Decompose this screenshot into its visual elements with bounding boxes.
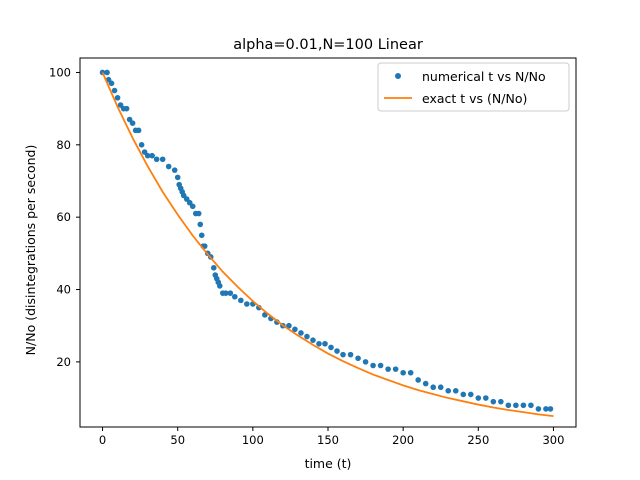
chart-title: alpha=0.01,N=100 Linear bbox=[233, 37, 423, 53]
data-point-numerical bbox=[322, 340, 328, 347]
data-point-numerical bbox=[334, 348, 340, 354]
legend-box bbox=[377, 62, 570, 112]
data-point-numerical bbox=[114, 94, 121, 101]
x-tick-label: 0 bbox=[99, 433, 106, 447]
data-point-numerical bbox=[498, 398, 504, 405]
data-point-numerical bbox=[198, 232, 205, 239]
data-point-numerical bbox=[153, 156, 160, 163]
data-point-numerical bbox=[129, 120, 136, 126]
data-point-numerical bbox=[111, 87, 118, 94]
x-tick-label: 200 bbox=[392, 433, 414, 447]
data-point-numerical bbox=[513, 402, 519, 409]
x-tick-label: 300 bbox=[542, 433, 564, 447]
data-point-numerical bbox=[135, 127, 142, 134]
data-point-numerical bbox=[298, 330, 304, 336]
data-point-numerical bbox=[483, 395, 489, 401]
data-point-numerical bbox=[467, 391, 474, 398]
x-tick-label: 100 bbox=[242, 433, 264, 447]
data-point-numerical bbox=[385, 366, 391, 372]
y-tick-label: 80 bbox=[56, 138, 71, 152]
data-point-numerical bbox=[520, 402, 527, 409]
data-point-numerical bbox=[310, 337, 316, 343]
data-point-numerical bbox=[505, 402, 512, 409]
data-point-numerical bbox=[210, 265, 217, 271]
data-point-numerical bbox=[415, 377, 421, 383]
y-tick-label: 40 bbox=[56, 283, 71, 297]
data-point-numerical bbox=[238, 297, 244, 304]
data-point-numerical bbox=[286, 322, 292, 329]
data-point-numerical bbox=[460, 391, 467, 398]
data-point-numerical bbox=[355, 355, 361, 362]
series-line-exact bbox=[101, 72, 554, 418]
legend: numerical t vs N/No exact t vs (N/No) bbox=[377, 62, 570, 112]
data-point-numerical bbox=[422, 380, 429, 387]
data-point-numerical bbox=[370, 362, 376, 369]
data-point-numerical bbox=[244, 301, 250, 307]
data-point-numerical bbox=[123, 105, 130, 112]
data-point-numerical bbox=[174, 174, 181, 181]
data-point-numerical bbox=[377, 362, 384, 369]
data-point-numerical bbox=[347, 351, 354, 358]
legend-label-exact: exact t vs (N/No) bbox=[422, 91, 527, 106]
data-point-numerical bbox=[407, 369, 414, 376]
data-point-numerical bbox=[475, 395, 482, 401]
data-point-numerical bbox=[400, 369, 406, 376]
data-point-numerical bbox=[437, 384, 444, 391]
data-point-numerical bbox=[159, 156, 166, 163]
data-point-numerical bbox=[490, 398, 497, 405]
data-point-numerical bbox=[197, 221, 204, 228]
data-point-numerical bbox=[232, 293, 238, 300]
data-point-numerical bbox=[304, 333, 310, 340]
data-point-numerical bbox=[452, 388, 459, 394]
data-point-numerical bbox=[138, 142, 145, 148]
legend-label-numerical: numerical t vs N/No bbox=[422, 69, 546, 84]
data-point-numerical bbox=[108, 80, 115, 87]
data-point-numerical bbox=[362, 359, 369, 365]
data-point-numerical bbox=[445, 388, 452, 394]
data-point-numerical bbox=[292, 326, 298, 333]
legend-marker-numerical bbox=[395, 73, 401, 79]
data-point-numerical bbox=[316, 340, 322, 347]
data-point-numerical bbox=[227, 290, 234, 296]
x-axis-ticks: 0 50 100 150 200 250 300 bbox=[99, 427, 564, 447]
y-axis-label: N/No (disintegrations per second) bbox=[23, 145, 38, 356]
data-point-numerical bbox=[222, 290, 229, 296]
data-point-numerical bbox=[392, 366, 399, 372]
data-point-numerical bbox=[165, 163, 172, 170]
data-point-numerical bbox=[189, 203, 196, 210]
y-tick-label: 60 bbox=[56, 210, 71, 224]
x-axis-label: time (t) bbox=[305, 456, 352, 471]
data-point-numerical bbox=[535, 406, 542, 412]
x-tick-label: 50 bbox=[170, 433, 185, 447]
data-point-numerical bbox=[528, 402, 534, 409]
data-point-numerical bbox=[149, 152, 155, 159]
data-point-numerical bbox=[547, 406, 554, 412]
x-tick-label: 250 bbox=[467, 433, 489, 447]
y-tick-label: 20 bbox=[56, 355, 71, 369]
data-point-numerical bbox=[216, 283, 223, 289]
data-point-numerical bbox=[144, 152, 151, 159]
data-point-numerical bbox=[543, 406, 549, 412]
y-axis-ticks: 20 40 60 80 100 bbox=[49, 65, 80, 369]
data-point-numerical bbox=[340, 351, 346, 358]
data-point-numerical bbox=[171, 167, 178, 173]
x-tick-label: 150 bbox=[317, 433, 339, 447]
data-point-numerical bbox=[195, 210, 202, 217]
data-point-numerical bbox=[104, 69, 110, 76]
data-point-numerical bbox=[430, 384, 437, 391]
data-point-numerical bbox=[328, 344, 334, 351]
y-tick-label: 100 bbox=[49, 65, 71, 79]
